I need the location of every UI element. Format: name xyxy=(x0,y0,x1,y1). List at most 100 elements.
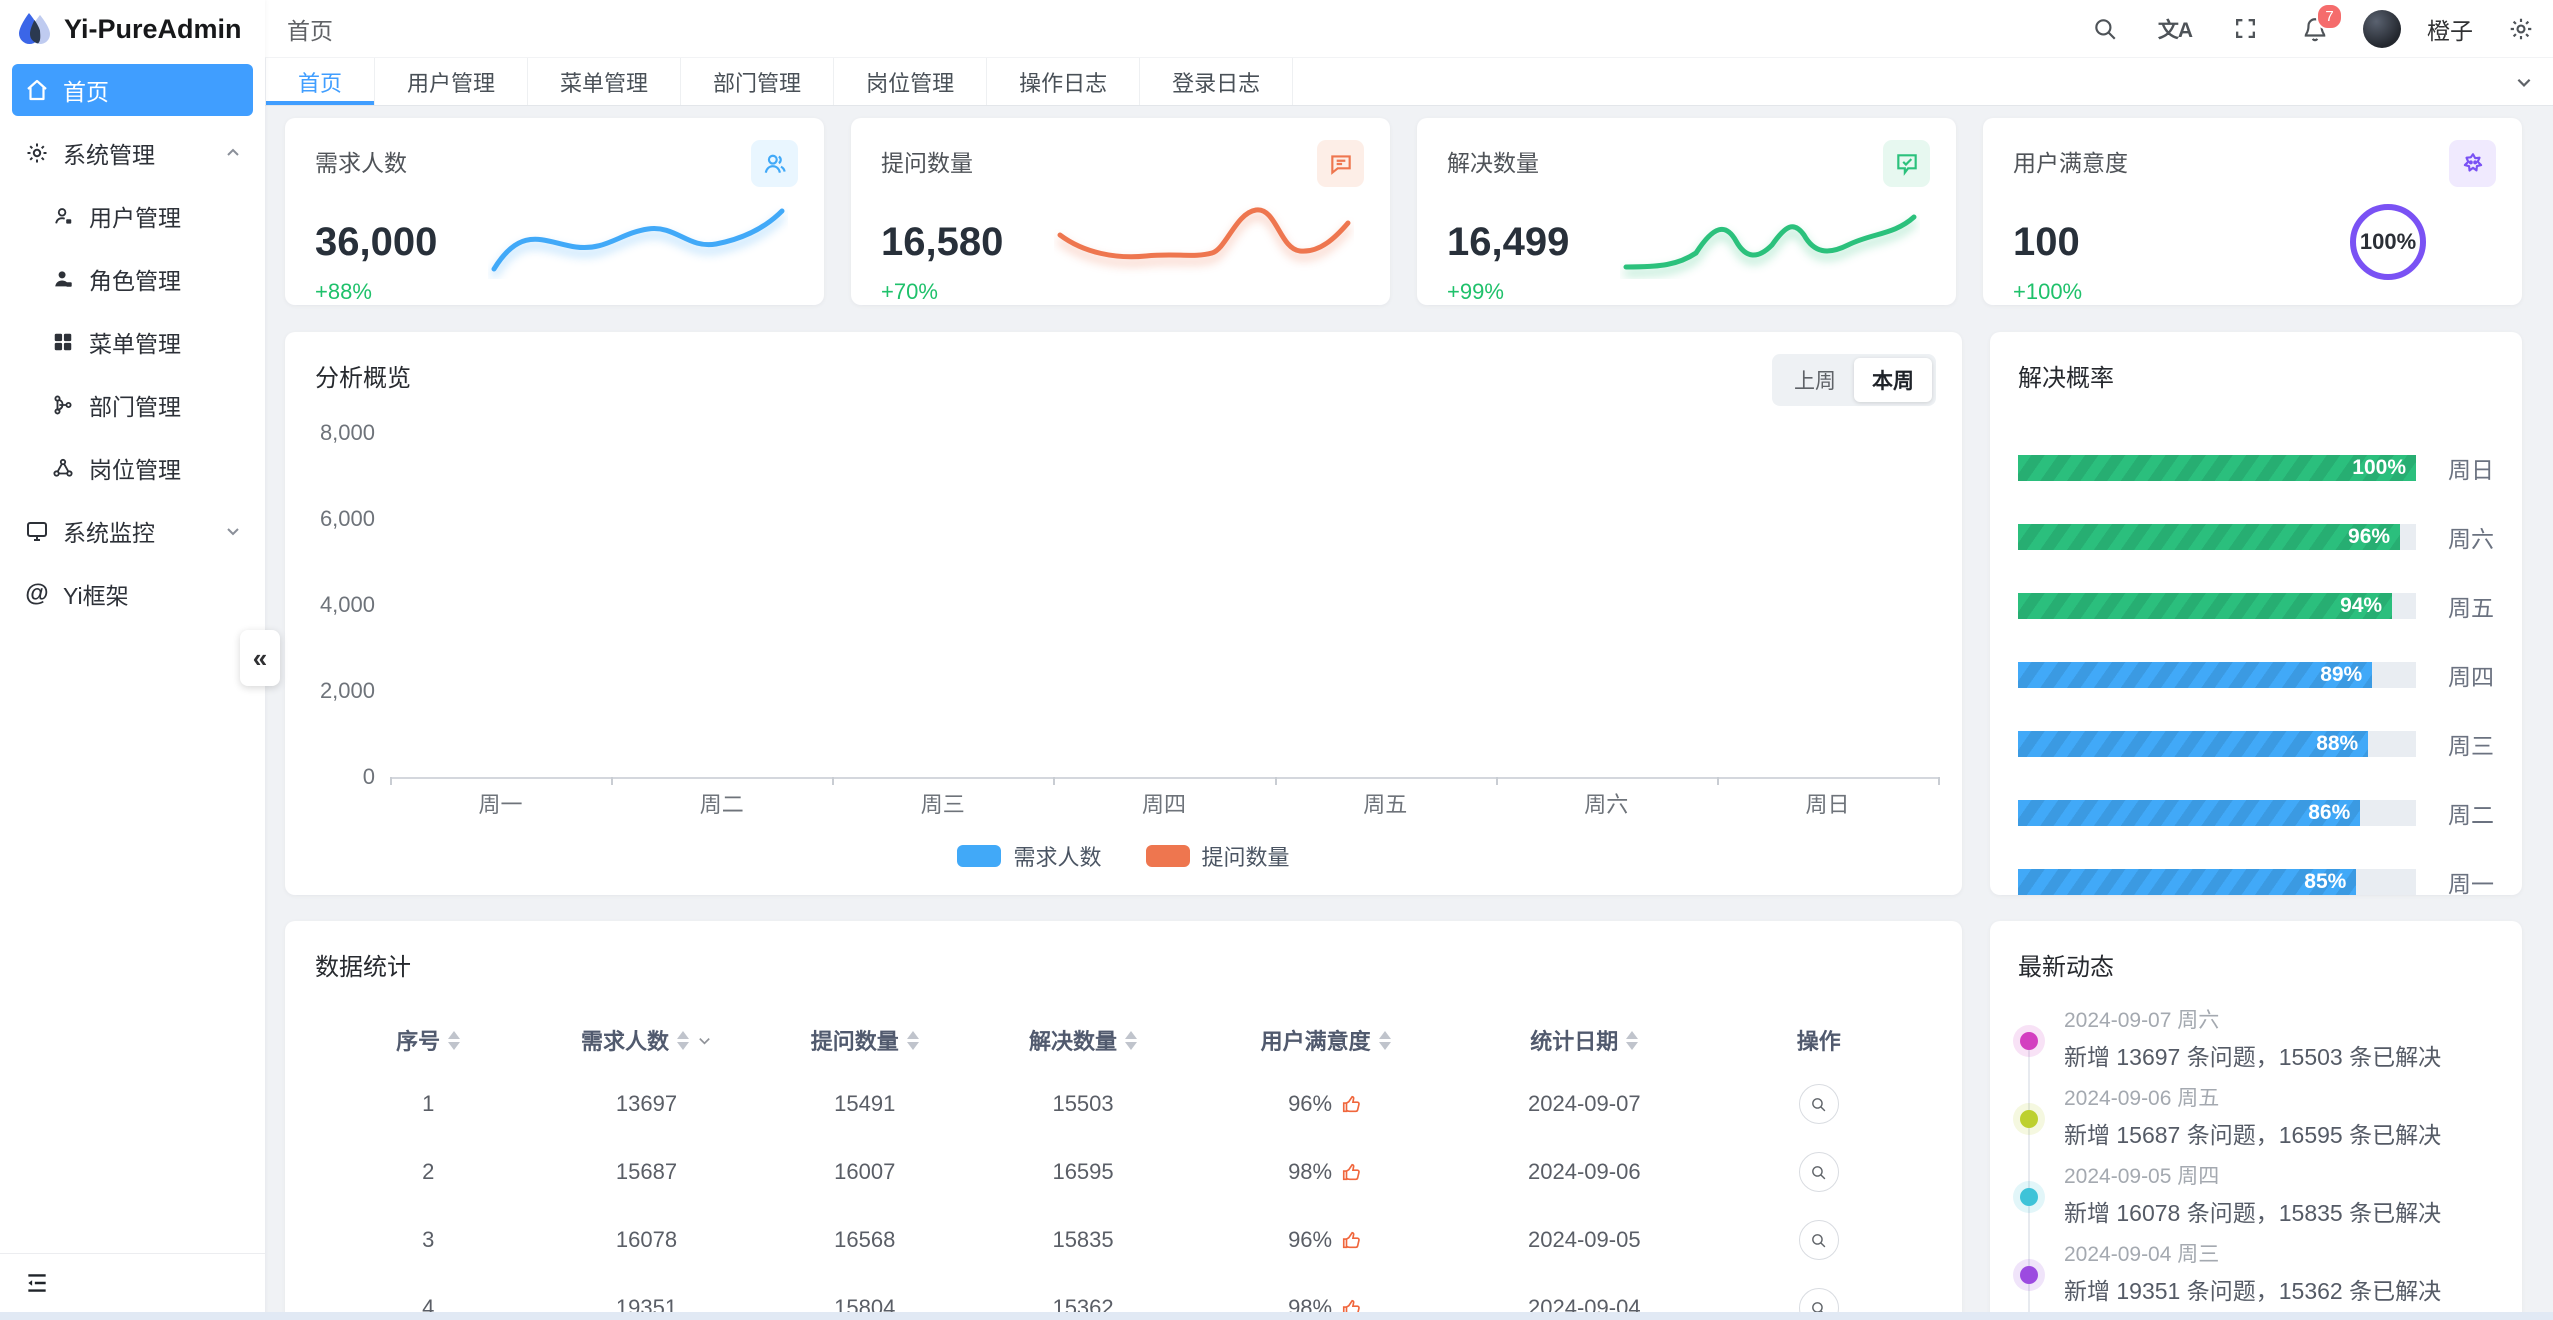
sidebar-item-system-management[interactable]: 系统管理 xyxy=(12,127,253,179)
x-axis-label: 周一 xyxy=(478,792,523,817)
last-week-button[interactable]: 上周 xyxy=(1794,370,1836,393)
tab-menu-management[interactable]: 菜单管理 xyxy=(528,58,682,105)
sidebar-item-menu-management[interactable]: 菜单管理 xyxy=(12,316,253,368)
view-detail-button[interactable] xyxy=(1798,1220,1839,1260)
sidebar-item-label: 系统管理 xyxy=(63,142,155,168)
tab-label: 首页 xyxy=(298,70,343,96)
cell-actions xyxy=(1706,1070,1932,1138)
sidebar: Yi-PureAdmin 首页 系统管理 xyxy=(0,0,265,1320)
double-chevron-left-icon: « xyxy=(252,642,268,673)
tab-department-management[interactable]: 部门管理 xyxy=(681,58,835,105)
tab-operation-log[interactable]: 操作日志 xyxy=(987,58,1141,105)
sidebar-item-home[interactable]: 首页 xyxy=(12,64,253,116)
sidebar-item-department-management[interactable]: 部门管理 xyxy=(12,379,253,431)
filter-chevron-icon[interactable] xyxy=(697,1033,712,1048)
sidebar-item-label: 系统监控 xyxy=(63,520,155,546)
x-axis-tick-mark xyxy=(390,777,392,785)
timeline-text: 新增 16078 条问题，15835 条已解决 xyxy=(2064,1200,2442,1226)
sort-carets-icon[interactable] xyxy=(448,1030,461,1050)
sidebar-item-system-monitor[interactable]: 系统监控 xyxy=(12,505,253,557)
tabs-menu-chevron-down-icon[interactable] xyxy=(2495,58,2553,105)
tab-login-log[interactable]: 登录日志 xyxy=(1140,58,1294,105)
sort-carets-icon[interactable] xyxy=(1125,1030,1138,1050)
column-header-no[interactable]: 序号 xyxy=(315,1010,541,1070)
stat-value: 36,000 xyxy=(315,220,438,264)
x-axis-label: 周三 xyxy=(920,792,965,817)
chevron-up-icon xyxy=(225,145,241,161)
thumbs-up-icon xyxy=(1343,1231,1360,1249)
tab-label: 部门管理 xyxy=(713,70,802,96)
sidebar-item-yi-framework[interactable]: @ Yi框架 xyxy=(12,568,253,620)
cell-no: 2 xyxy=(422,1159,435,1184)
breadcrumb[interactable]: 首页 xyxy=(287,17,333,44)
sort-carets-icon[interactable] xyxy=(1378,1030,1391,1050)
view-detail-button[interactable] xyxy=(1798,1084,1839,1124)
column-header-satisfaction[interactable]: 用户满意度 xyxy=(1188,1010,1463,1070)
translate-icon[interactable]: 文A xyxy=(2157,18,2193,42)
stat-title: 用户满意度 xyxy=(2013,150,2128,176)
sidebar-item-post-management[interactable]: 岗位管理 xyxy=(12,442,253,494)
x-axis-label: 周日 xyxy=(1805,792,1850,817)
horizontal-scrollbar[interactable] xyxy=(0,1312,2553,1320)
chart-legend: 需求人数 提问数量 xyxy=(285,840,1962,872)
progress-value: 86% xyxy=(2308,800,2351,824)
progress-value: 100% xyxy=(2352,455,2406,479)
section-title: 数据统计 xyxy=(315,954,411,981)
gear-icon xyxy=(24,140,50,166)
column-header-questions[interactable]: 提问数量 xyxy=(752,1010,978,1070)
tab-post-management[interactable]: 岗位管理 xyxy=(834,58,988,105)
y-axis-tick: 4,000 xyxy=(319,592,375,617)
settings-gear-icon[interactable] xyxy=(2499,7,2543,51)
avatar[interactable] xyxy=(2363,9,2401,48)
sidebar-collapse-handle[interactable]: « xyxy=(240,630,280,686)
legend-item-demand[interactable]: 需求人数 xyxy=(957,840,1102,872)
solve-rate-row: 100% 周日 xyxy=(2018,433,2494,502)
column-header-demand[interactable]: 需求人数 xyxy=(541,1010,751,1070)
legend-item-questions[interactable]: 提问数量 xyxy=(1145,840,1290,872)
progress-track: 88% xyxy=(2018,730,2416,757)
stat-card-solved: 解决数量 16,499 +99% xyxy=(1417,118,1956,305)
cell-satisfaction: 96% xyxy=(1188,1206,1463,1274)
column-header-date[interactable]: 统计日期 xyxy=(1463,1010,1706,1070)
tab-label: 菜单管理 xyxy=(560,70,649,96)
column-header-solved[interactable]: 解决数量 xyxy=(978,1010,1188,1070)
this-week-button[interactable]: 本周 xyxy=(1854,358,1932,402)
sidebar-menu: 首页 系统管理 用户管理 角色 xyxy=(0,58,265,620)
sparkline-chart xyxy=(1623,214,1917,270)
progress-value: 88% xyxy=(2316,731,2359,755)
cell-no: 3 xyxy=(422,1227,435,1252)
solve-rate-row: 89% 周四 xyxy=(2018,640,2494,709)
legend-label: 需求人数 xyxy=(1013,845,1102,870)
magnifier-icon xyxy=(1812,1097,1826,1111)
stat-title: 需求人数 xyxy=(315,150,407,176)
x-axis-label: 周六 xyxy=(1584,792,1629,817)
progress-fill: 94% xyxy=(2018,592,2393,619)
section-title: 解决概率 xyxy=(2018,365,2114,392)
logo-row[interactable]: Yi-PureAdmin xyxy=(0,0,265,58)
top-navbar: 首页 文A 7 橙子 xyxy=(265,0,2553,58)
monitor-icon xyxy=(24,518,50,544)
legend-swatch xyxy=(1145,845,1190,867)
timeline-dot xyxy=(2020,1266,2038,1284)
progress-track: 86% xyxy=(2018,799,2416,826)
cell-no: 1 xyxy=(422,1091,435,1116)
sidebar-collapse-button[interactable] xyxy=(0,1253,265,1312)
fullscreen-icon[interactable] xyxy=(2223,7,2267,51)
search-icon[interactable] xyxy=(2083,7,2127,51)
tags-view-bar: 首页 用户管理 菜单管理 部门管理 岗位管理 操作日志 登录日志 xyxy=(265,58,2553,106)
notification-bell-icon[interactable]: 7 xyxy=(2293,2,2343,51)
sort-carets-icon[interactable] xyxy=(676,1030,689,1050)
at-icon: @ xyxy=(25,580,49,607)
satisfaction-ring: 100% xyxy=(2350,204,2426,280)
sort-carets-icon[interactable] xyxy=(906,1030,919,1050)
sidebar-item-role-management[interactable]: 角色管理 xyxy=(12,253,253,305)
app-logo-droplet-icon xyxy=(14,9,54,49)
timeline-date: 2024-09-04 周三 xyxy=(2064,1243,2220,1266)
tab-home[interactable]: 首页 xyxy=(265,58,376,105)
sort-carets-icon[interactable] xyxy=(1626,1030,1639,1050)
user-lock-icon xyxy=(50,203,76,229)
username[interactable]: 橙子 xyxy=(2427,17,2473,44)
tab-user-management[interactable]: 用户管理 xyxy=(375,58,529,105)
view-detail-button[interactable] xyxy=(1798,1152,1839,1192)
sidebar-item-user-management[interactable]: 用户管理 xyxy=(12,190,253,242)
